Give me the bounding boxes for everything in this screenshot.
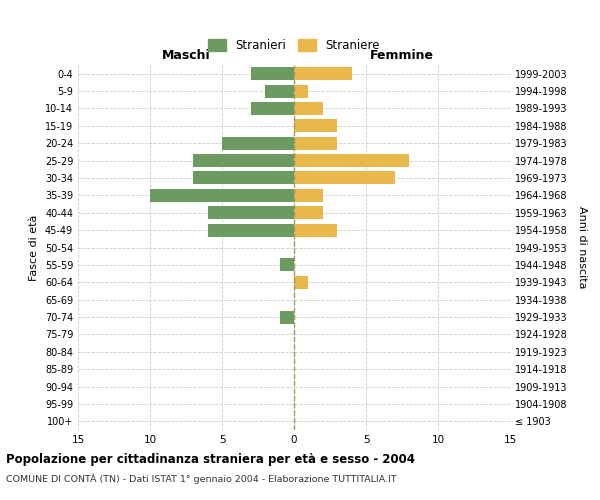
Bar — [280, 258, 294, 272]
Bar — [265, 84, 294, 98]
Bar — [251, 67, 294, 80]
Text: Femmine: Femmine — [370, 48, 434, 62]
Bar — [208, 224, 294, 236]
Bar — [294, 154, 409, 167]
Bar — [294, 276, 308, 289]
Bar — [193, 172, 294, 184]
Bar — [193, 154, 294, 167]
Bar — [294, 224, 337, 236]
Text: Popolazione per cittadinanza straniera per età e sesso - 2004: Popolazione per cittadinanza straniera p… — [6, 452, 415, 466]
Bar — [294, 189, 323, 202]
Text: COMUNE DI CONTÀ (TN) - Dati ISTAT 1° gennaio 2004 - Elaborazione TUTTITALIA.IT: COMUNE DI CONTÀ (TN) - Dati ISTAT 1° gen… — [6, 474, 397, 484]
Bar — [222, 136, 294, 149]
Bar — [280, 310, 294, 324]
Bar — [294, 136, 337, 149]
Legend: Stranieri, Straniere: Stranieri, Straniere — [203, 34, 385, 57]
Bar — [294, 120, 337, 132]
Bar — [294, 102, 323, 115]
Bar — [251, 102, 294, 115]
Y-axis label: Anni di nascita: Anni di nascita — [577, 206, 587, 289]
Bar — [294, 67, 352, 80]
Bar — [150, 189, 294, 202]
Bar — [294, 84, 308, 98]
Bar — [208, 206, 294, 220]
Bar — [294, 206, 323, 220]
Text: Maschi: Maschi — [161, 48, 211, 62]
Bar — [294, 172, 395, 184]
Y-axis label: Fasce di età: Fasce di età — [29, 214, 39, 280]
